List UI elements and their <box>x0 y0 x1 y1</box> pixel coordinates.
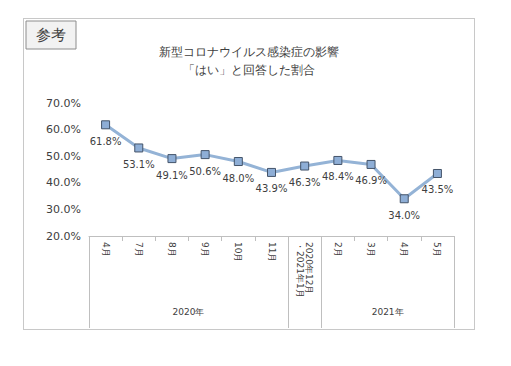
svg-text:61.8%: 61.8% <box>90 136 122 147</box>
svg-text:34.0%: 34.0% <box>388 210 420 221</box>
svg-text:20.0%: 20.0% <box>46 230 81 243</box>
svg-text:48.4%: 48.4% <box>322 171 354 182</box>
svg-text:8月: 8月 <box>167 242 177 257</box>
svg-text:30.0%: 30.0% <box>46 203 81 216</box>
svg-text:49.1%: 49.1% <box>156 170 188 181</box>
svg-text:4月: 4月 <box>399 242 409 257</box>
svg-text:43.5%: 43.5% <box>422 184 454 195</box>
svg-text:46.9%: 46.9% <box>355 175 387 186</box>
svg-text:2021年: 2021年 <box>372 307 404 317</box>
svg-text:5月: 5月 <box>432 242 442 257</box>
svg-text:2020年: 2020年 <box>173 307 205 317</box>
svg-text:新型コロナウイルス感染症の影響: 新型コロナウイルス感染症の影響 <box>159 45 339 59</box>
svg-text:3月: 3月 <box>366 242 376 257</box>
svg-text:2月: 2月 <box>333 242 343 257</box>
svg-text:60.0%: 60.0% <box>46 123 81 136</box>
svg-text:50.0%: 50.0% <box>46 150 81 163</box>
svg-text:46.3%: 46.3% <box>289 177 321 188</box>
svg-text:「はい」と回答した割合: 「はい」と回答した割合 <box>183 63 315 77</box>
svg-text:11月: 11月 <box>267 242 277 262</box>
svg-text:・2021年1月: ・2021年1月 <box>295 242 305 298</box>
svg-text:48.0%: 48.0% <box>222 173 254 184</box>
svg-text:10月: 10月 <box>233 242 243 262</box>
svg-text:4月: 4月 <box>101 242 111 257</box>
svg-text:53.1%: 53.1% <box>123 159 155 170</box>
svg-text:2020年12月: 2020年12月 <box>304 242 315 295</box>
svg-text:50.6%: 50.6% <box>189 166 221 177</box>
svg-text:9月: 9月 <box>200 242 210 257</box>
svg-text:参考: 参考 <box>36 26 66 44</box>
svg-text:40.0%: 40.0% <box>46 176 81 189</box>
svg-text:43.9%: 43.9% <box>256 183 288 194</box>
svg-text:7月: 7月 <box>134 242 144 257</box>
svg-text:70.0%: 70.0% <box>46 97 81 110</box>
